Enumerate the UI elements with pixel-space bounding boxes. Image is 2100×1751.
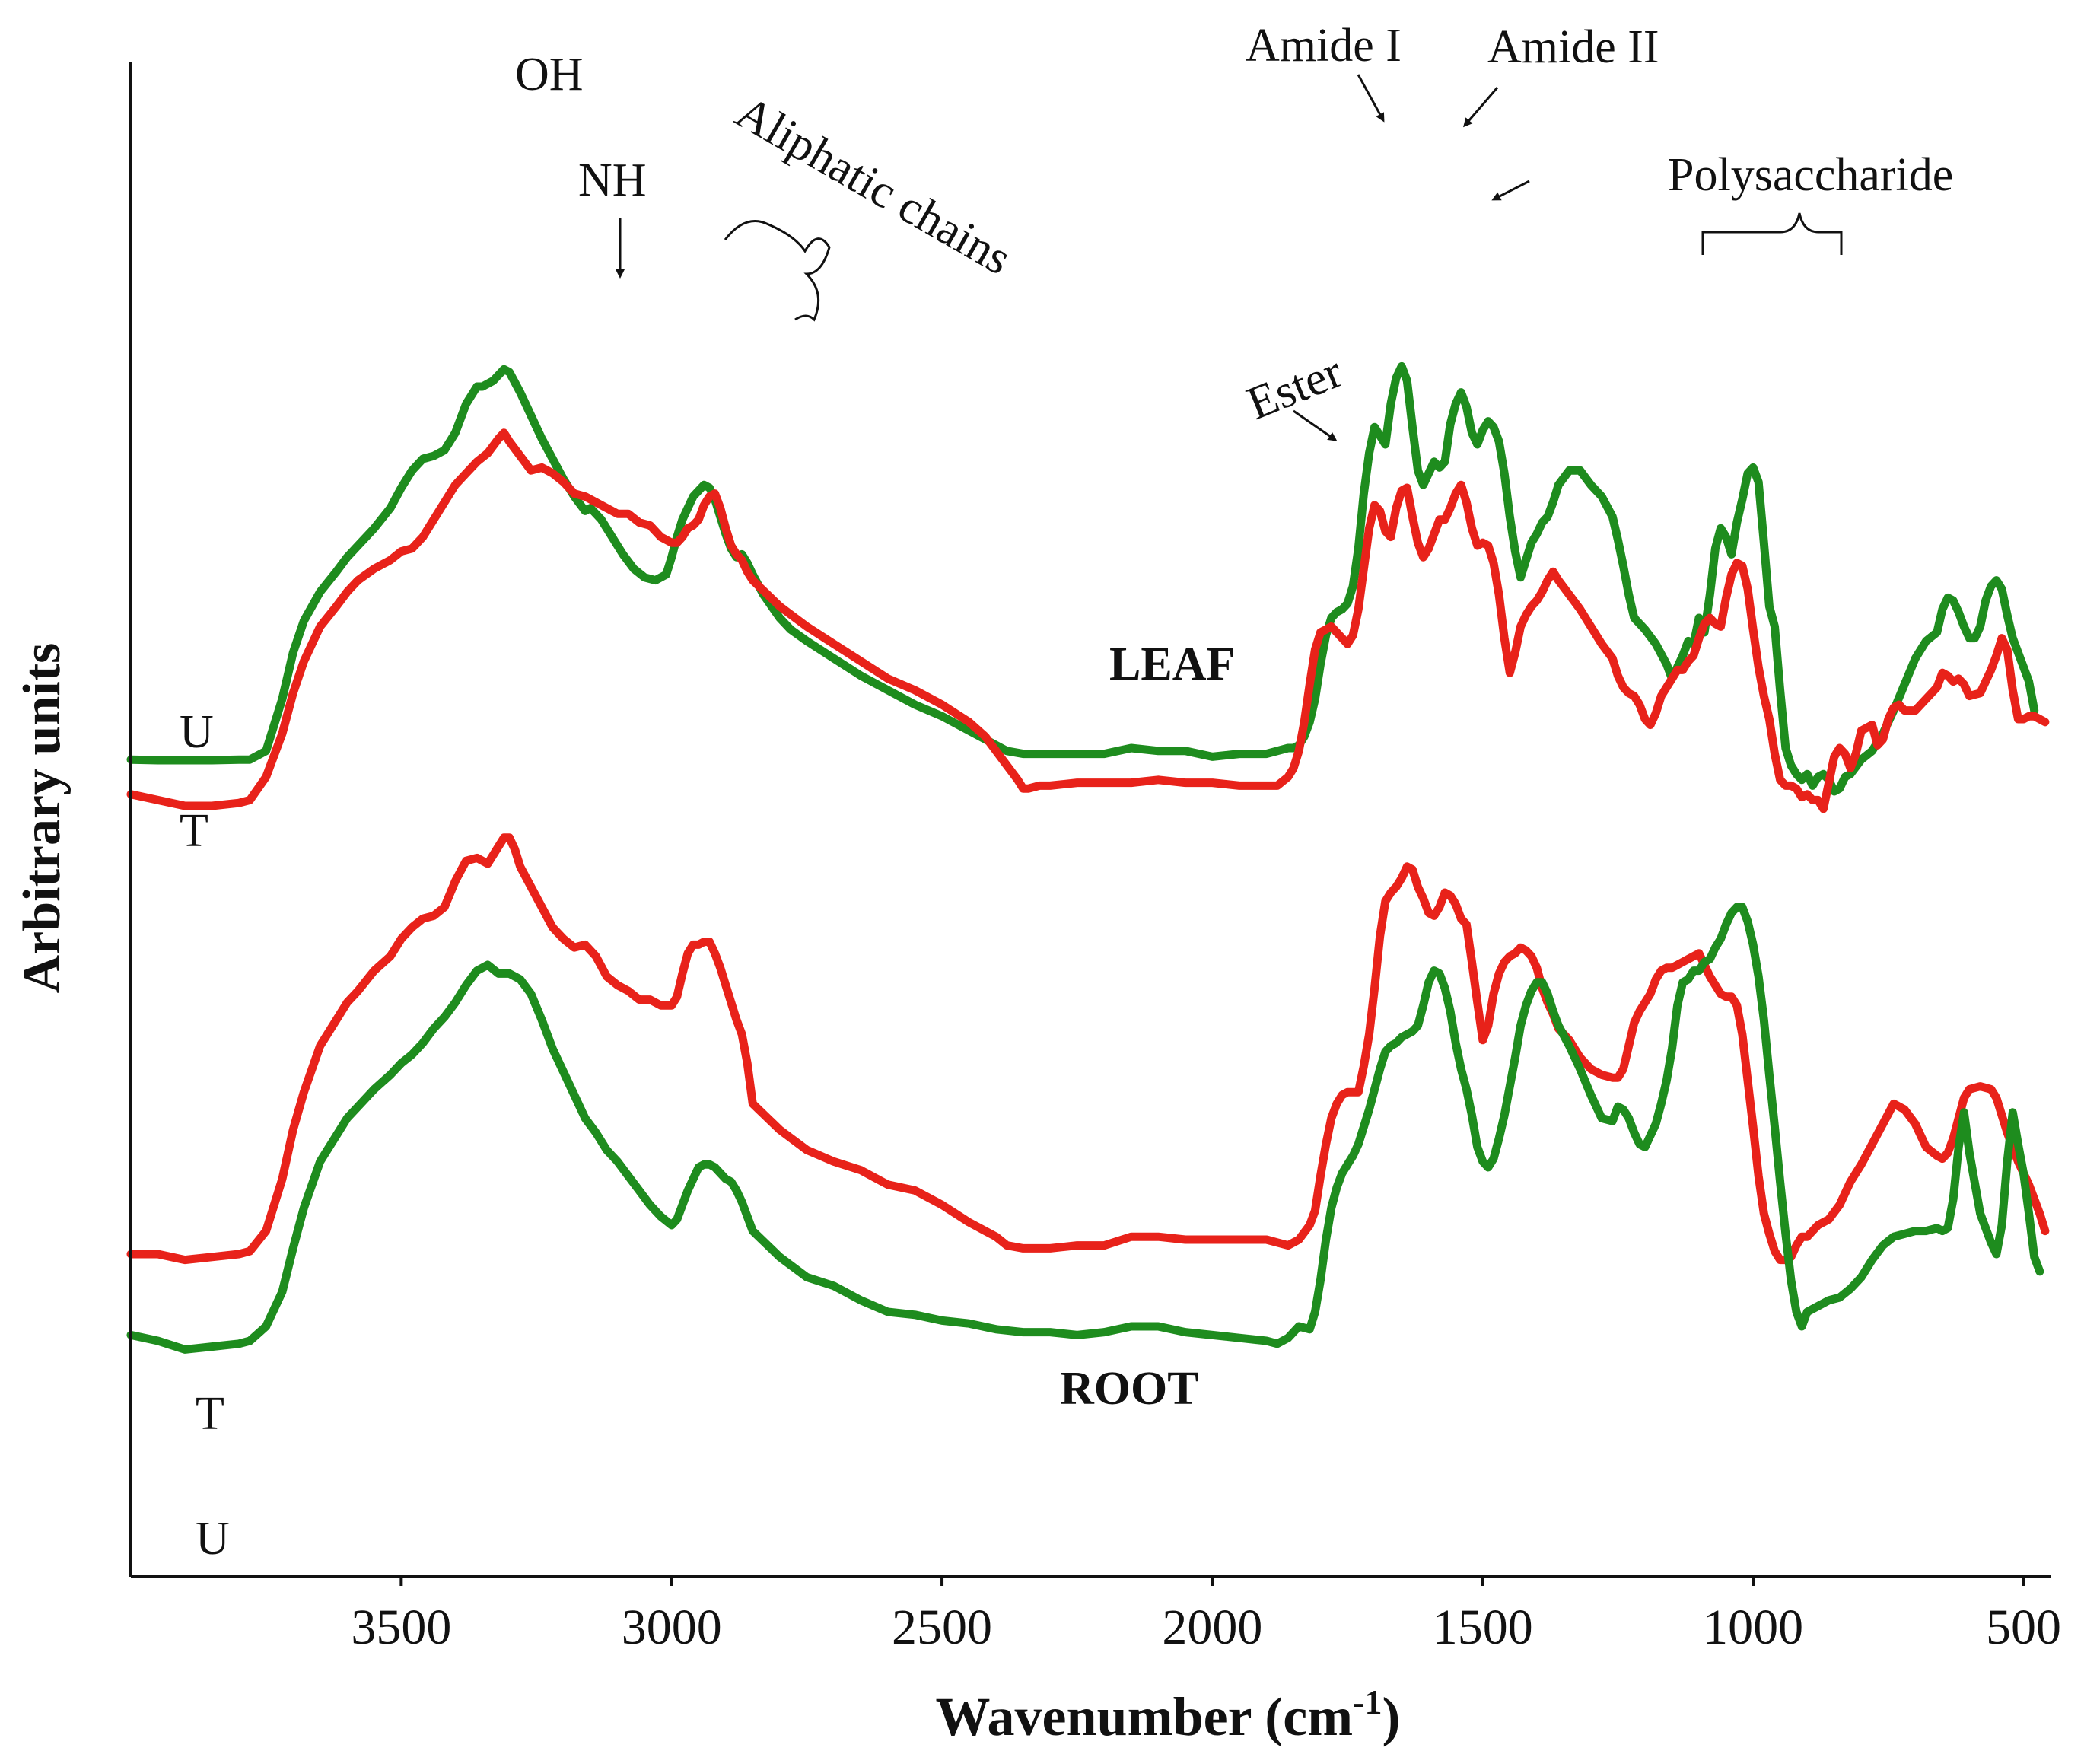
arrow-ester-shoulder	[1491, 180, 1530, 201]
series-label-root-u: U	[196, 1513, 230, 1565]
y-axis-label: Arbitrary units	[13, 643, 72, 994]
series-label-leaf-t: T	[180, 805, 208, 857]
series-label-root-t: T	[196, 1388, 224, 1440]
annotation-oh: OH	[515, 49, 584, 100]
x-axis-label-close: )	[1382, 1686, 1400, 1747]
x-tick-label-2000: 2000	[1162, 1600, 1262, 1655]
panel-label-leaf: LEAF	[1109, 638, 1235, 690]
series-leaf-t	[126, 428, 2050, 813]
arrow-ester	[1293, 409, 1338, 441]
x-tick-label-1000: 1000	[1703, 1600, 1803, 1655]
series-layer	[126, 361, 2050, 1354]
bracket-polysaccharide	[1701, 212, 1843, 255]
x-tick-layer: 3500 3000 2500 2000 1500 1000 500	[351, 1577, 2061, 1655]
x-axis-label-sup: -1	[1353, 1683, 1382, 1721]
x-axis-label-main: Wavenumber (cm	[936, 1686, 1354, 1747]
x-tick-label-3000: 3000	[622, 1600, 722, 1655]
x-tick-label-1500: 1500	[1433, 1600, 1533, 1655]
annotation-polysaccharide: Polysaccharide	[1668, 149, 1953, 201]
annotation-amide-i: Amide I	[1246, 20, 1402, 72]
x-tick-label-3500: 3500	[351, 1600, 451, 1655]
annotation-nh: NH	[578, 154, 647, 206]
bracket-aliphatic-chains	[724, 220, 831, 322]
panel-label-root: ROOT	[1060, 1363, 1199, 1415]
series-root-u	[126, 903, 2044, 1354]
arrow-amide-ii	[1463, 87, 1499, 128]
series-label-leaf-u: U	[180, 706, 214, 758]
x-tick-label-2500: 2500	[892, 1600, 992, 1655]
annotation-amide-ii: Amide II	[1488, 21, 1659, 73]
x-tick-label-500: 500	[1986, 1600, 2061, 1655]
x-axis-label: Wavenumber (cm-1)	[936, 1683, 1401, 1747]
arrow-amide-i	[1357, 74, 1385, 123]
series-leaf-u	[126, 361, 2039, 796]
